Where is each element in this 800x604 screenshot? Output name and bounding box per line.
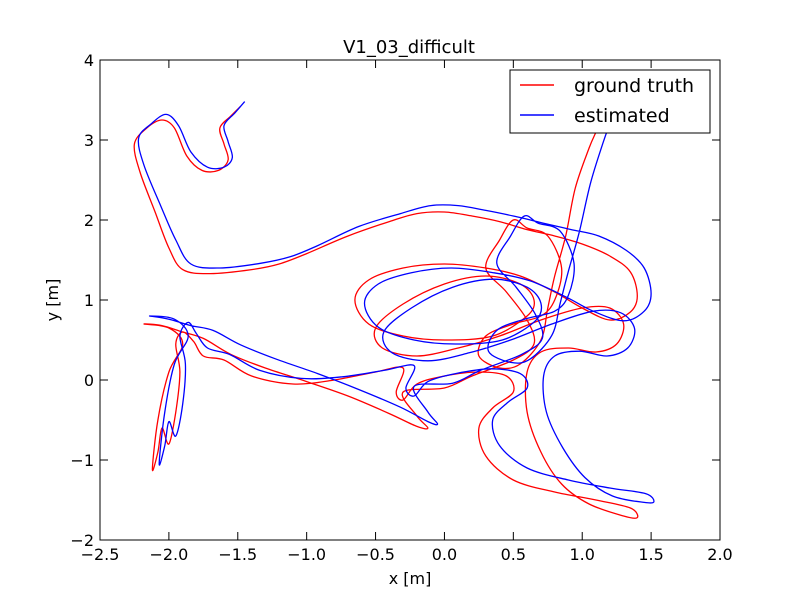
series-line-ground-truth <box>133 105 639 519</box>
legend-box <box>509 69 711 134</box>
series-line-estimated <box>137 101 655 504</box>
x-axis-label: x [m] <box>389 569 432 588</box>
y-tick-label: −1 <box>70 451 94 470</box>
chart-title: V1_03_difficult <box>343 37 475 58</box>
y-tick-label: 0 <box>84 371 94 390</box>
y-tick-label: −2 <box>70 531 94 550</box>
legend-label-ground-truth: ground truth <box>574 75 694 97</box>
tick-layer: −2.5 −2.0 −1.5 −1.0 −0.5 0.0 0.5 1.0 1.5 2.0 −2 −1 0… <box>70 51 732 564</box>
x-tick-label: 0.5 <box>501 545 526 564</box>
x-tick-label: −0.5 <box>356 545 395 564</box>
x-tick-label: 1.5 <box>638 545 663 564</box>
plot-area-frame <box>99 59 721 541</box>
x-tick-label: −2.5 <box>81 545 120 564</box>
y-axis-label: y [m] <box>43 279 62 322</box>
x-tick-label: −1.5 <box>218 545 257 564</box>
x-tick-label: 1.0 <box>569 545 594 564</box>
x-tick-label: −1.0 <box>287 545 326 564</box>
y-tick-label: 1 <box>84 291 94 310</box>
legend: ground truth estimated <box>509 69 711 134</box>
legend-label-estimated: estimated <box>574 105 670 127</box>
series-layer <box>133 101 655 519</box>
y-tick-label: 2 <box>84 211 94 230</box>
x-tick-label: 2.0 <box>707 545 732 564</box>
y-tick-label: 4 <box>84 51 94 70</box>
y-tick-label: 3 <box>84 131 94 150</box>
x-tick-label: −2.0 <box>149 545 188 564</box>
x-tick-label: 0.0 <box>432 545 457 564</box>
